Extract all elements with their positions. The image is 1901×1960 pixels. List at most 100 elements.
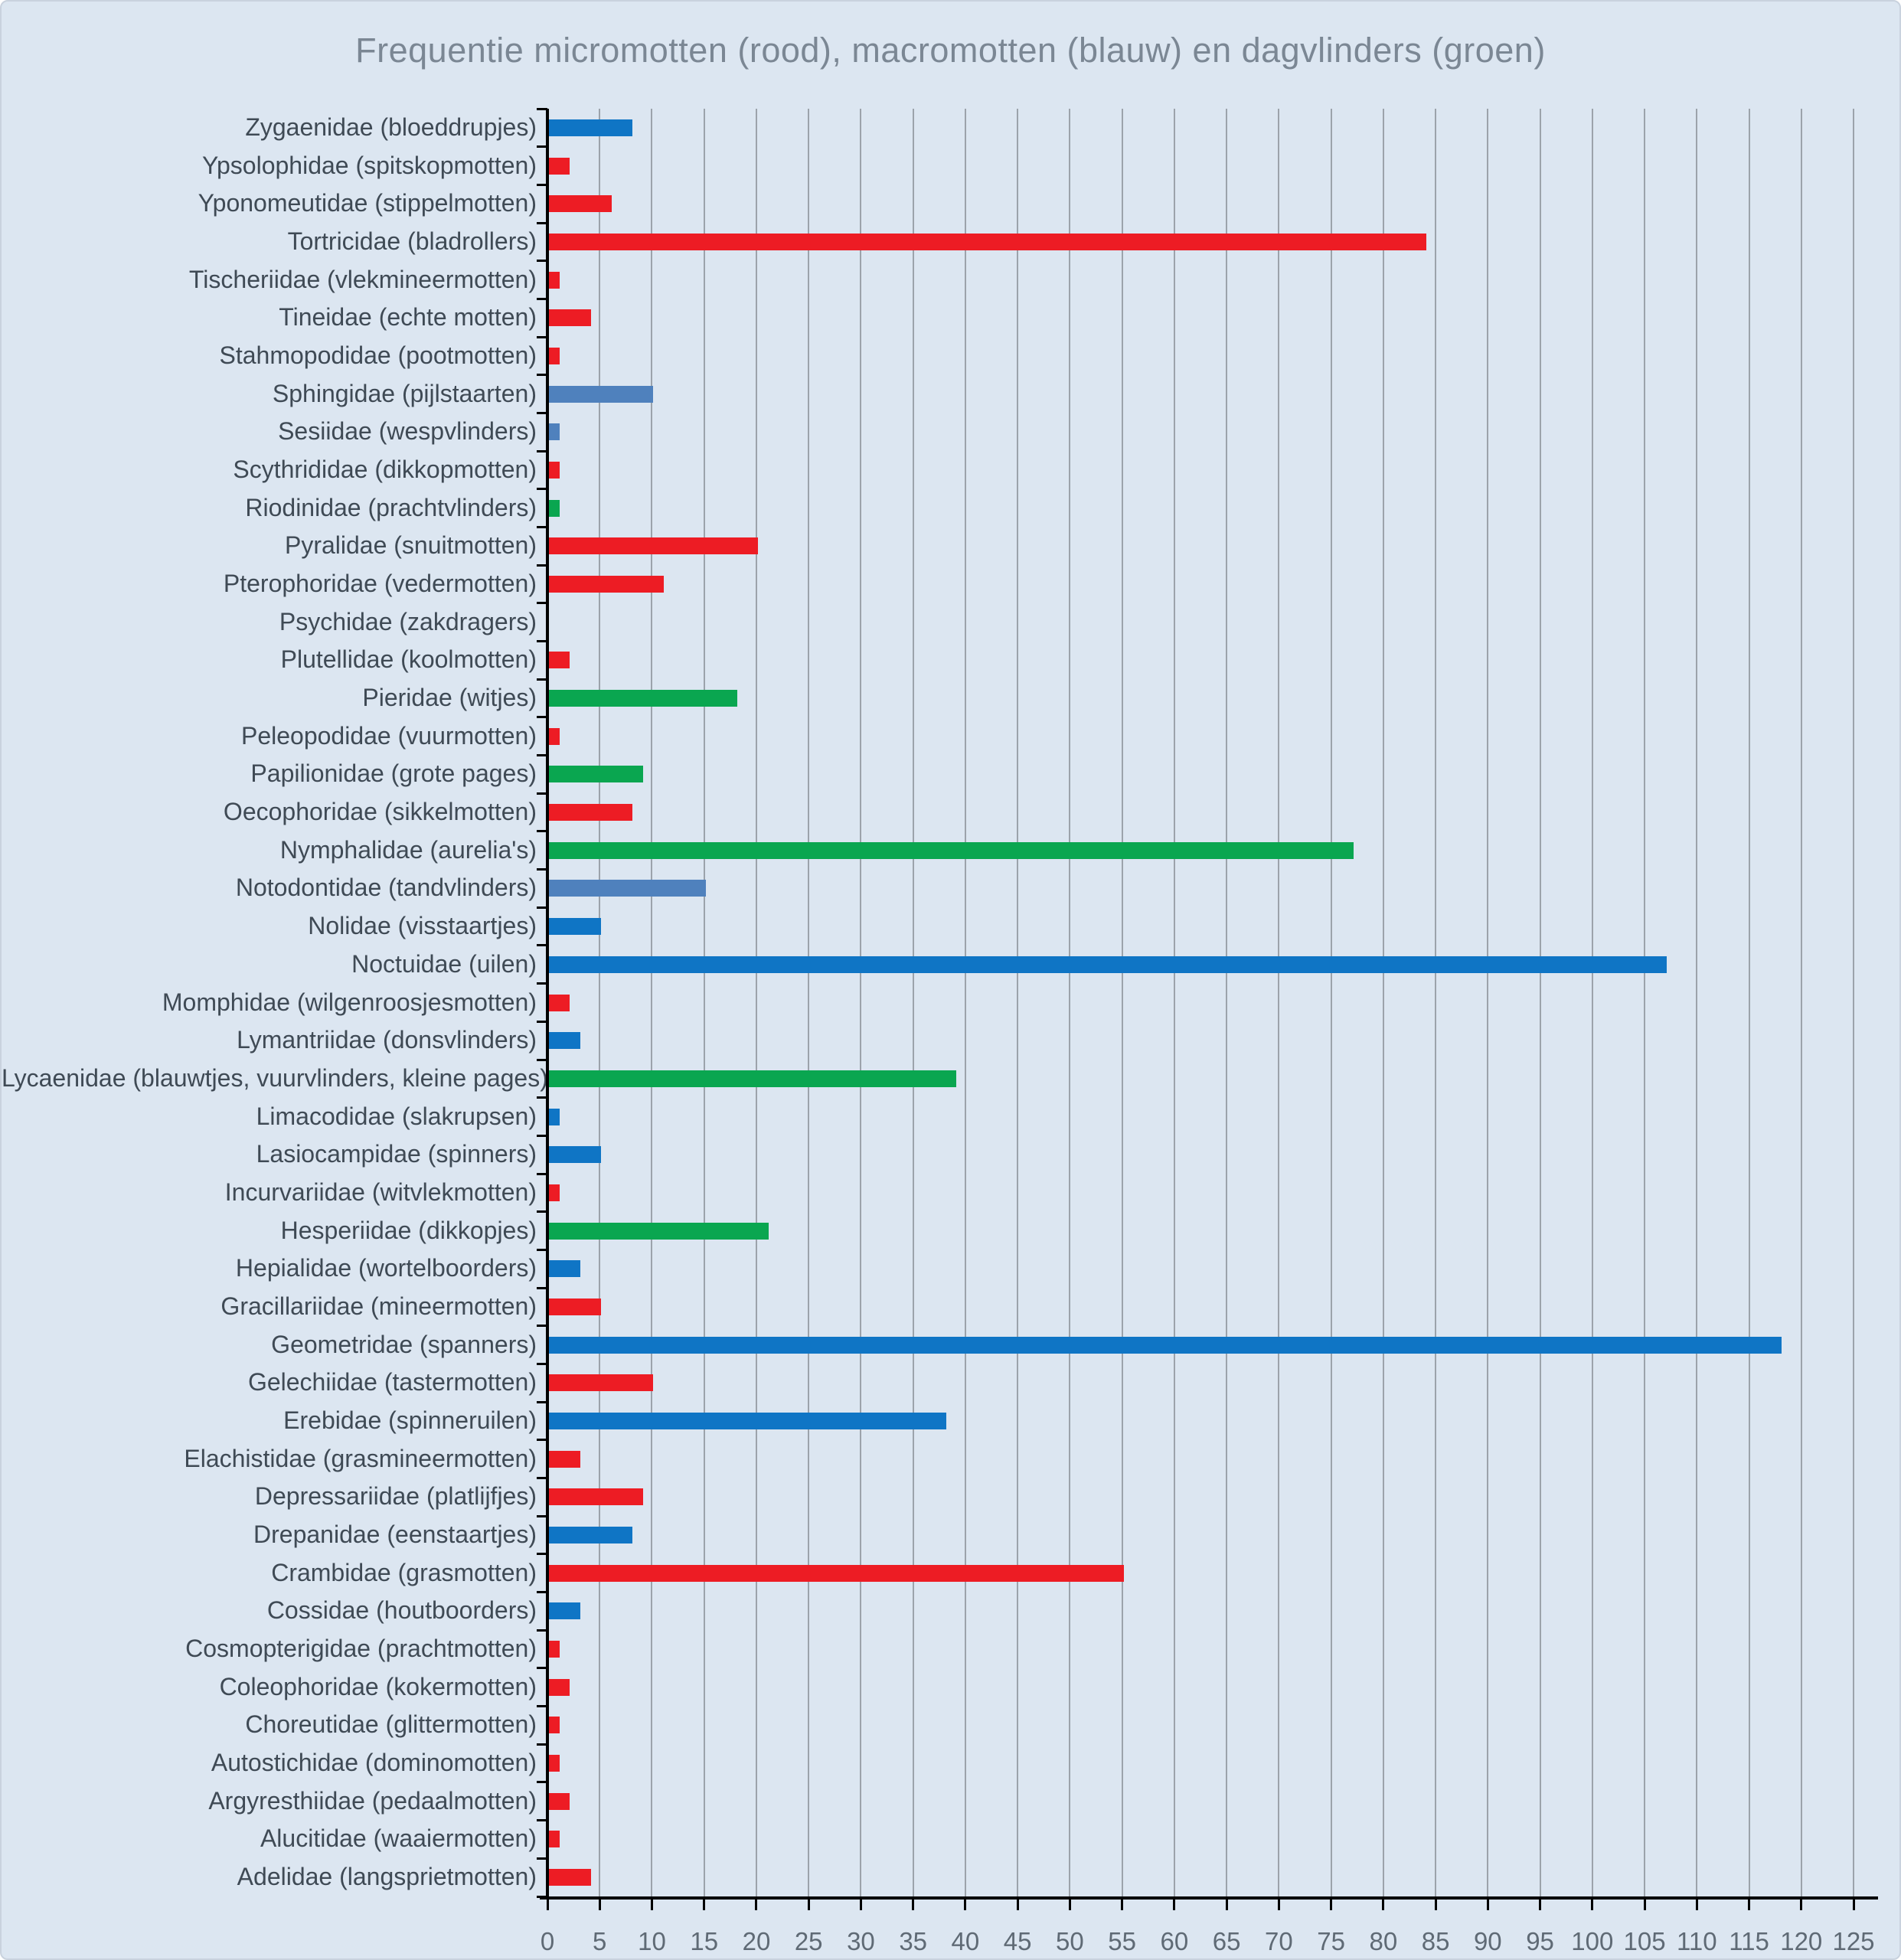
bar-drepanidae (549, 1527, 633, 1544)
bar-argyresthiidae (549, 1792, 570, 1810)
x-tick-label: 60 (1160, 1927, 1189, 1955)
bar-tortricidae (549, 233, 1427, 250)
category-label: Gracillariidae (mineermotten) (220, 1292, 537, 1320)
gridline (1539, 109, 1541, 1896)
bar-coleophoridae (549, 1678, 570, 1696)
chart-title: Frequentie micromotten (rood), macromott… (355, 31, 1546, 70)
x-tick-mark (1225, 1900, 1228, 1910)
gridline (912, 109, 914, 1896)
y-tick-mark (537, 1477, 547, 1479)
category-label: Pyralidae (snuitmotten) (284, 531, 537, 560)
bar-plutellidae (549, 652, 570, 669)
bar-hepialidae (549, 1260, 580, 1278)
x-tick-label: 30 (847, 1927, 875, 1955)
bar-lasiocampidae (549, 1146, 602, 1164)
gridline (964, 109, 966, 1896)
bar-lycaenidae (549, 1070, 957, 1087)
x-tick-label: 20 (742, 1927, 771, 1955)
x-tick-mark (1277, 1900, 1280, 1910)
y-tick-mark (537, 145, 547, 149)
x-tick-label: 50 (1056, 1927, 1084, 1955)
bar-zygaenidae (549, 119, 633, 136)
category-label: Elachistidae (grasmineermotten) (184, 1444, 537, 1472)
bar-peleopodidae (549, 727, 560, 745)
x-tick-label: 15 (690, 1927, 719, 1955)
y-tick-mark (537, 906, 547, 909)
y-tick-mark (537, 525, 547, 528)
category-label: Gelechiidae (tastermotten) (247, 1368, 537, 1396)
y-tick-mark (537, 602, 547, 605)
y-tick-mark (537, 1248, 547, 1251)
category-label: Alucitidae (waaiermotten) (260, 1824, 537, 1853)
category-label: Choreutidae (glittermotten) (245, 1710, 537, 1739)
x-tick-label: 0 (540, 1927, 555, 1955)
y-tick-mark (537, 411, 547, 414)
y-tick-mark (537, 1134, 547, 1137)
bar-sesiidae (549, 423, 560, 441)
y-tick-mark (537, 868, 547, 871)
x-tick-label: 95 (1526, 1927, 1554, 1955)
x-tick-mark (1382, 1900, 1385, 1910)
bar-tischeriidae (549, 271, 560, 289)
y-tick-mark (537, 183, 547, 186)
category-axis-labels: Zygaenidae (bloeddrupjes) Ypsolophidae (s… (2, 109, 548, 1896)
y-tick-mark (537, 1553, 547, 1556)
bar-nolidae (549, 918, 602, 936)
x-tick-label: 40 (951, 1927, 980, 1955)
y-tick-mark (537, 107, 547, 110)
y-tick-mark (537, 1020, 547, 1023)
y-tick-mark (537, 982, 547, 985)
bar-pyralidae (549, 537, 758, 555)
y-axis-line (546, 109, 549, 1896)
bar-tineidae (549, 309, 591, 327)
gridline (1487, 109, 1489, 1896)
category-label: Psychidae (zakdragers) (279, 607, 537, 635)
y-tick-mark (537, 1362, 547, 1365)
category-label: Argyresthiidae (pedaalmotten) (208, 1786, 537, 1815)
x-tick-mark (1016, 1900, 1019, 1910)
category-label: Autostichidae (dominomotten) (211, 1749, 537, 1777)
y-tick-mark (537, 1439, 547, 1442)
category-label: Cosmopterigidae (prachtmotten) (185, 1635, 537, 1663)
x-tick-mark (1486, 1900, 1489, 1910)
category-label: Hesperiidae (dikkopjes) (280, 1216, 537, 1244)
bar-ypsolophidae (549, 157, 570, 175)
gridline (755, 109, 757, 1896)
x-tick-mark (703, 1900, 706, 1910)
bar-alucitidae (549, 1831, 560, 1848)
category-label: Oecophoridae (sikkelmotten) (223, 798, 537, 826)
x-axis-line (540, 1896, 1878, 1900)
y-tick-mark (537, 564, 547, 567)
gridline (1591, 109, 1593, 1896)
bar-limacodidae (549, 1108, 560, 1125)
y-tick-mark (537, 1286, 547, 1289)
category-label: Depressariidae (platlijfjes) (254, 1482, 537, 1511)
x-tick-label: 45 (1003, 1927, 1032, 1955)
bar-incurvariidae (549, 1184, 560, 1201)
category-label: Drepanidae (eenstaartjes) (253, 1521, 537, 1549)
category-label: Hepialidae (wortelboorders) (235, 1254, 537, 1282)
gridline (1330, 109, 1332, 1896)
x-tick-label: 55 (1108, 1927, 1136, 1955)
x-tick-mark (964, 1900, 967, 1910)
x-tick-mark (1800, 1900, 1803, 1910)
bar-notodontidae (549, 880, 706, 897)
category-label: Nolidae (visstaartjes) (308, 912, 537, 940)
y-tick-mark (537, 792, 547, 795)
gridline (860, 109, 862, 1896)
bar-sphingidae (549, 385, 654, 403)
bar-erebidae (549, 1412, 946, 1429)
category-label: Coleophoridae (kokermotten) (219, 1672, 537, 1700)
category-label: Ypsolophidae (spitskopmotten) (202, 151, 537, 179)
x-tick-mark (1539, 1900, 1542, 1910)
y-tick-mark (537, 944, 547, 947)
y-tick-mark (537, 1591, 547, 1594)
x-tick-mark (1173, 1900, 1176, 1910)
category-label: Notodontidae (tandvlinders) (235, 874, 537, 902)
x-tick-mark (1695, 1900, 1698, 1910)
y-tick-mark (537, 1743, 547, 1746)
x-tick-label: 125 (1832, 1927, 1875, 1955)
y-tick-mark (537, 754, 547, 757)
gridline (1173, 109, 1175, 1896)
category-label: Riodinidae (prachtvlinders) (245, 493, 537, 521)
